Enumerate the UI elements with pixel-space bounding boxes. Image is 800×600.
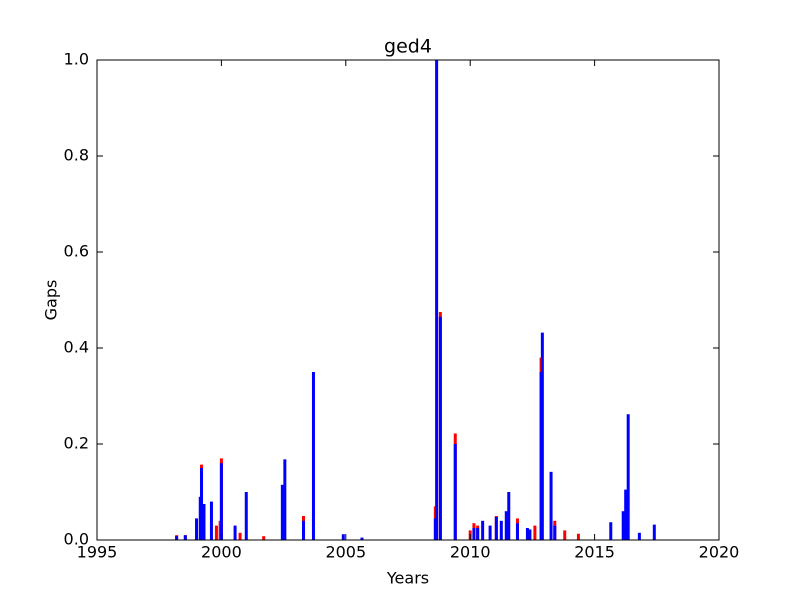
bar [233,525,237,540]
bar [488,525,492,540]
bar [199,468,203,540]
x-tick-label: 2020 [699,543,740,562]
bar [637,532,641,540]
bar [219,463,223,540]
bar [360,537,364,540]
bar [563,530,567,540]
bar [183,535,187,540]
plot-frame [96,59,720,541]
bar [576,533,580,540]
x-tick-label: 2000 [201,543,242,562]
bar [549,471,553,540]
bar [494,516,498,540]
bar [540,332,544,540]
bar [209,501,213,540]
bar [533,525,537,540]
bar [507,492,511,540]
y-tick-label: 0.8 [64,146,89,165]
bar [515,523,519,540]
bar [262,536,266,540]
y-tick-label: 0.6 [64,242,89,261]
bar [311,372,315,540]
y-tick-label: 0.2 [64,434,89,453]
bar [528,529,532,540]
bar [341,534,345,540]
bar [525,528,529,540]
x-tick-label: 1995 [77,543,118,562]
chart-title: ged4 [384,36,432,58]
bar [302,520,306,540]
bar [476,528,480,540]
bar [504,511,508,540]
bar [280,484,284,540]
x-tick-label: 2015 [574,543,615,562]
y-tick-label: 0.4 [64,338,89,357]
y-axis-label: Gaps [42,280,61,321]
bar [435,60,439,540]
bar [453,444,457,540]
bar [499,520,503,540]
bar [244,492,248,540]
bars [175,60,656,540]
bar [214,525,218,540]
y-tick-label: 0.0 [64,530,89,549]
bar [553,525,557,540]
bar [195,518,199,540]
bar [609,522,613,540]
y-tick-label: 1.0 [64,50,89,69]
x-tick-label: 2005 [325,543,366,562]
bar [472,528,476,540]
bar [621,511,625,540]
x-axis-label: Years [386,569,429,588]
bar [438,316,442,540]
bar [626,414,630,540]
bar [283,459,287,540]
bar [652,524,656,540]
bar [202,504,206,540]
bar [624,489,628,540]
bar [175,536,179,540]
bar [238,532,242,540]
x-tick-label: 2010 [450,543,491,562]
bar [481,520,485,540]
